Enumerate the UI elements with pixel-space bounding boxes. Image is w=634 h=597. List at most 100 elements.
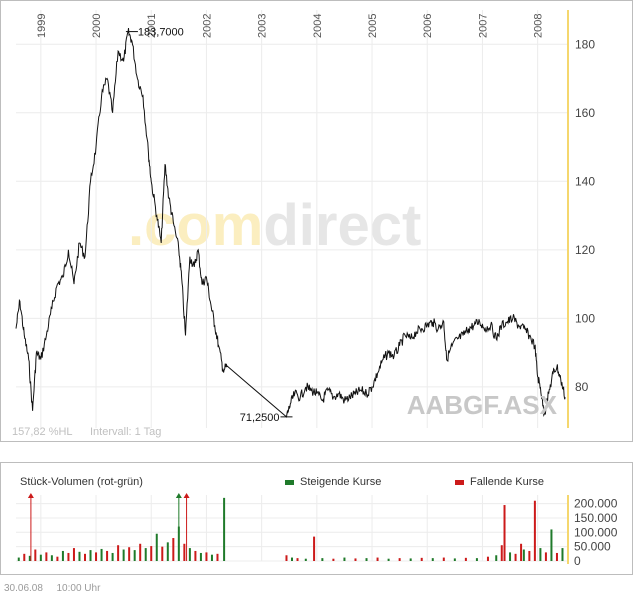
volume-bar-44 <box>332 558 335 561</box>
volume-bar-70 <box>550 529 553 561</box>
volume-bar-32 <box>194 550 197 561</box>
volume-bar-58 <box>486 556 489 561</box>
volume-bar-23 <box>144 548 147 561</box>
volume-bar-28 <box>172 538 175 561</box>
volume-bar-30 <box>183 543 186 561</box>
volume-bar-39 <box>291 557 293 561</box>
volume-bar-61 <box>503 505 506 561</box>
year-label-2008: 2008 <box>533 14 545 38</box>
volume-bar-71 <box>555 552 558 561</box>
volume-bar-8 <box>61 550 64 561</box>
volume-bar-36 <box>216 553 219 561</box>
volume-bar-53 <box>431 558 434 561</box>
volume-bar-3 <box>34 549 37 561</box>
price-y-tick-160: 160 <box>575 106 595 120</box>
volume-overflow-arrow-0 <box>27 493 34 498</box>
volume-bar-17 <box>111 552 114 561</box>
volume-title: Stück-Volumen (rot-grün) <box>20 476 143 488</box>
volume-bar-5 <box>45 552 48 561</box>
volume-bar-12 <box>84 553 86 561</box>
volume-bar-46 <box>354 558 357 561</box>
volume-bar-25 <box>155 533 158 561</box>
volume-bar-54 <box>442 557 445 561</box>
volume-bar-72 <box>561 548 564 561</box>
volume-bar-41 <box>304 558 307 561</box>
year-label-2004: 2004 <box>312 14 324 38</box>
price-line <box>15 27 566 418</box>
year-label-2007: 2007 <box>477 14 489 38</box>
year-label-2006: 2006 <box>422 14 434 38</box>
volume-bar-65 <box>522 549 525 561</box>
year-label-2000: 2000 <box>91 14 103 38</box>
max-value-label: 183,7000 <box>138 27 184 39</box>
volume-bar-55 <box>453 558 456 561</box>
volume-y-tick-2: 100.000 <box>574 525 618 539</box>
volume-bar-10 <box>72 548 75 561</box>
volume-bar-7 <box>56 556 59 561</box>
year-label-2005: 2005 <box>367 14 379 38</box>
volume-bar-24 <box>150 546 153 561</box>
volume-bar-67 <box>533 500 536 561</box>
symbol-label: AABGF.ASX <box>407 390 558 420</box>
volume-bar-59 <box>495 555 498 561</box>
price-y-tick-80: 80 <box>575 380 589 394</box>
volume-bar-35 <box>210 554 213 561</box>
footer-date: 30.06.08 <box>4 583 43 594</box>
volume-bar-42 <box>313 536 316 561</box>
hl-label: 157,82 %HL <box>12 426 73 438</box>
min-value-label: 71,2500 <box>240 412 280 424</box>
volume-bar-16 <box>106 550 109 561</box>
volume-bar-1 <box>23 553 26 561</box>
volume-bar-49 <box>387 558 390 561</box>
price-y-tick-180: 180 <box>575 37 595 51</box>
volume-bar-51 <box>409 558 412 561</box>
volume-bar-47 <box>365 558 368 561</box>
volume-bar-45 <box>343 557 346 561</box>
volume-y-tick-4: 200.000 <box>574 497 618 511</box>
volume-chart: Stück-Volumen (rot-grün) Steigende Kurse… <box>0 462 633 575</box>
volume-bar-60 <box>500 545 503 561</box>
watermark-accent-part: .com <box>128 193 263 258</box>
watermark-main-part: direct <box>263 193 421 258</box>
volume-bar-68 <box>539 548 542 561</box>
volume-bar-48 <box>376 557 379 561</box>
volume-bar-34 <box>205 552 208 561</box>
price-y-tick-140: 140 <box>575 174 595 188</box>
price-chart: .comdirect 80 100 120 140 160 180 1999 2000 200… <box>0 0 633 442</box>
volume-bar-4 <box>39 554 42 561</box>
volume-bar-63 <box>514 553 517 561</box>
legend-falling-swatch <box>455 480 464 485</box>
interval-label: Intervall: 1 Tag <box>90 426 161 438</box>
volume-bar-9 <box>67 552 70 561</box>
volume-bar-43 <box>321 558 324 561</box>
volume-bar-14 <box>95 552 98 561</box>
volume-bar-62 <box>509 552 512 561</box>
price-y-tick-120: 120 <box>575 243 595 257</box>
price-chart-panel: .comdirect 80 100 120 140 160 180 1999 2000 200… <box>0 0 633 442</box>
volume-bar-11 <box>78 551 81 561</box>
year-label-2002: 2002 <box>201 14 213 38</box>
volume-bar-19 <box>122 549 125 561</box>
volume-bar-13 <box>89 550 92 561</box>
volume-bar-37 <box>223 497 226 561</box>
volume-bar-52 <box>420 557 423 561</box>
footer-timestamp: 30.06.08 10:00 Uhr <box>4 583 100 594</box>
volume-bar-50 <box>398 558 401 561</box>
legend-rising-swatch <box>285 480 294 485</box>
volume-bar-22 <box>139 543 142 561</box>
volume-bar-33 <box>199 552 202 561</box>
volume-y-tick-1: 50.000 <box>574 540 611 554</box>
volume-bar-2 <box>28 555 31 561</box>
year-label-2003: 2003 <box>257 14 269 38</box>
volume-bar-27 <box>166 542 169 561</box>
volume-bar-57 <box>475 558 478 561</box>
volume-bar-69 <box>544 552 547 561</box>
volume-bar-21 <box>133 550 136 561</box>
volume-bar-64 <box>520 543 523 561</box>
footer-time: 10:00 Uhr <box>56 583 101 594</box>
volume-bar-20 <box>128 547 131 561</box>
volume-bar-38 <box>285 555 288 561</box>
volume-bar-0 <box>17 557 20 561</box>
legend-rising-label: Steigende Kurse <box>300 476 381 488</box>
volume-bar-66 <box>528 550 531 561</box>
